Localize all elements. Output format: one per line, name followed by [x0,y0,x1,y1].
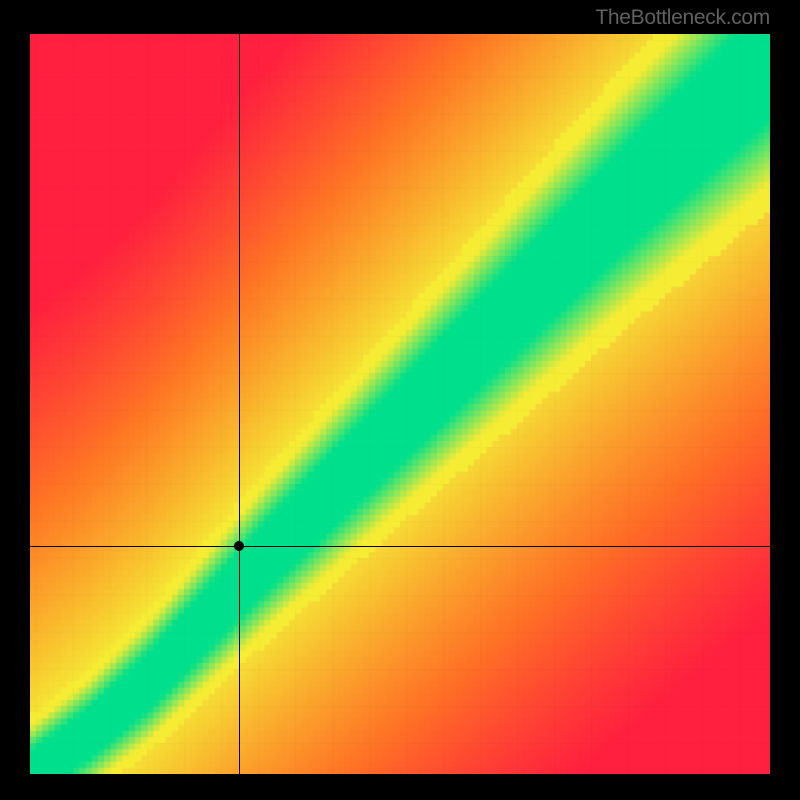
bottleneck-heatmap [30,34,770,774]
watermark-text: TheBottleneck.com [595,6,770,30]
chart-frame: TheBottleneck.com [0,0,800,800]
crosshair-horizontal [30,546,770,547]
crosshair-vertical [239,34,240,774]
